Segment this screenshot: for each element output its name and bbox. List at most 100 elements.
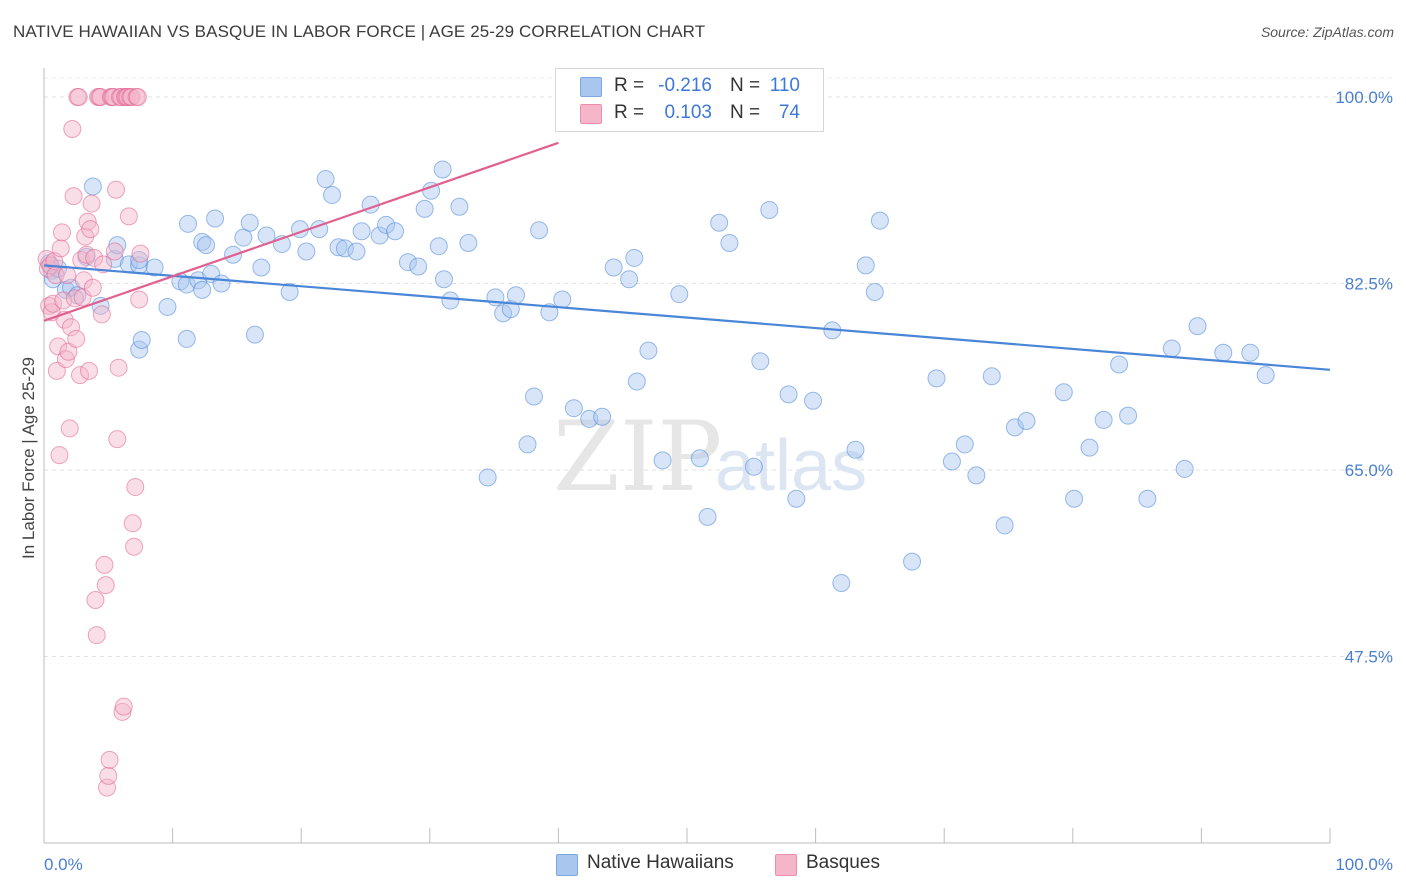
legend-swatch-blue (580, 77, 602, 97)
data-point (56, 350, 75, 369)
x-axis-ticks (172, 828, 1331, 843)
data-point (280, 283, 299, 302)
data-point (87, 626, 106, 645)
legend-n-label: N = (730, 75, 761, 96)
data-point (690, 449, 709, 468)
data-point (710, 213, 729, 232)
data-point (1162, 339, 1181, 358)
data-point (653, 451, 672, 470)
data-point (78, 212, 97, 231)
data-point (856, 256, 875, 275)
data-point (125, 537, 144, 556)
data-point (506, 286, 525, 305)
data-point (744, 457, 763, 476)
data-point (123, 514, 142, 533)
data-point (459, 234, 478, 253)
data-point (99, 766, 118, 785)
legend-swatch-pink (580, 104, 602, 124)
data-point (71, 366, 90, 385)
data-point (1080, 438, 1099, 457)
trend-lines (43, 141, 1331, 371)
legend-label: Native Hawaiians (587, 852, 734, 873)
data-point (1119, 406, 1138, 425)
chart-title: NATIVE HAWAIIAN VS BASQUE IN LABOR FORCE… (13, 22, 706, 41)
data-point (80, 361, 99, 380)
data-point (720, 234, 739, 253)
x-tick-label-min: 0.0% (44, 855, 83, 874)
legend-r-label: R = (614, 102, 645, 123)
data-point (329, 238, 348, 257)
data-point (967, 466, 986, 485)
data-point (65, 289, 84, 308)
data-point (627, 372, 646, 391)
data-point (54, 291, 73, 310)
data-point (130, 251, 149, 270)
legend-row-basques: R = 0.103 N = 74 (556, 101, 823, 127)
data-point (1017, 411, 1036, 430)
data-point (197, 236, 216, 255)
series-basques (37, 88, 150, 797)
data-point (698, 507, 717, 526)
data-point (995, 516, 1014, 535)
legend-n-value: 110 (769, 75, 800, 96)
data-point (804, 391, 823, 410)
data-point (352, 222, 371, 241)
data-point (870, 211, 889, 230)
data-point (126, 478, 145, 497)
data-point (955, 435, 974, 454)
data-point (377, 215, 396, 234)
data-point (145, 258, 164, 277)
data-point (865, 283, 884, 302)
data-point (540, 303, 559, 322)
legend-swatch-blue (556, 854, 578, 876)
data-point (779, 385, 798, 404)
data-point (51, 239, 70, 258)
data-point (323, 186, 342, 205)
data-point (409, 257, 428, 276)
data-point (478, 468, 497, 487)
data-point (518, 435, 537, 454)
data-point (130, 290, 149, 309)
legend-row-native-hawaiians: R = -0.216 N = 110 (556, 74, 823, 100)
data-point (553, 290, 572, 309)
data-point (179, 214, 198, 233)
data-point (105, 249, 124, 268)
data-point (92, 305, 111, 324)
data-point (335, 239, 354, 258)
data-point (441, 291, 460, 310)
data-point (1110, 355, 1129, 374)
data-point (95, 555, 114, 574)
series-native-hawaiians (40, 88, 1275, 592)
data-point (593, 407, 612, 426)
data-point (119, 207, 138, 226)
data-point (105, 242, 124, 261)
data-point (501, 300, 520, 319)
legend-swatch-pink (775, 854, 797, 876)
data-point (942, 452, 961, 471)
data-point (67, 329, 86, 348)
data-point (1065, 489, 1084, 508)
data-point (60, 419, 79, 438)
data-point (158, 297, 177, 316)
data-point (82, 194, 101, 213)
data-point (347, 242, 366, 261)
data-point (83, 278, 102, 297)
data-point (604, 258, 623, 277)
data-point (85, 248, 104, 267)
data-point (1054, 383, 1073, 402)
data-point (114, 697, 133, 716)
y-tick-label: 100.0% (1335, 88, 1393, 107)
data-point (1214, 343, 1233, 362)
data-point (206, 209, 225, 228)
data-point (108, 430, 127, 449)
data-point (846, 440, 865, 459)
x-tick-label-max: 100.0% (1335, 855, 1393, 874)
data-point (245, 325, 264, 344)
data-point (100, 750, 119, 769)
data-point (1138, 489, 1157, 508)
data-point (1188, 317, 1207, 336)
data-point (1241, 343, 1260, 362)
legend-r-value: -0.216 (658, 75, 712, 96)
legend-n-value: 74 (778, 102, 800, 123)
source-note: Source: ZipAtlas.com (1260, 24, 1394, 40)
